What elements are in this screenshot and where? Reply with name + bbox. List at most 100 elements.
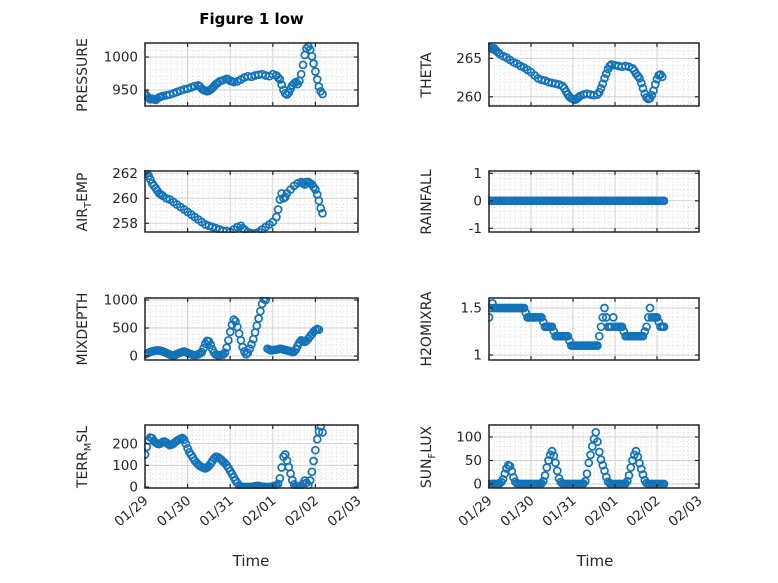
data-point: [642, 322, 651, 332]
y-tick-label: 265: [456, 51, 482, 67]
data-point: [273, 205, 283, 214]
subplot-terr_msl: 0 100 200 01/29 01/30 01/31 02/01 02/02 02/03: [111, 424, 365, 530]
x-tick-label: 02/03: [324, 493, 364, 530]
data-point: [307, 467, 317, 477]
data-point: [311, 67, 320, 76]
y-axis-label-sun_flux: SUNFLUX: [419, 425, 438, 488]
subplot-pressure: 950 1000: [104, 42, 359, 107]
data-point: [261, 297, 271, 305]
data-point: [647, 90, 657, 100]
data-point: [218, 350, 228, 359]
subplot-h2omixra: 11.5: [461, 297, 700, 364]
y-tick-label: 258: [112, 216, 138, 232]
data-point: [206, 340, 216, 350]
data-point: [596, 83, 606, 93]
x-axis-label-left: Time: [232, 552, 270, 570]
data-point: [519, 303, 529, 313]
data-point: [314, 82, 324, 92]
y-tick-label: 1000: [104, 50, 138, 66]
axes-box: [488, 42, 700, 107]
data-points: [144, 424, 327, 489]
data-points: [144, 297, 324, 360]
x-tick-label: 02/03: [665, 493, 705, 530]
data-point: [229, 77, 239, 87]
data-point: [287, 475, 297, 485]
data-point: [305, 476, 315, 485]
data-point: [601, 69, 611, 79]
data-point: [505, 461, 515, 471]
y-tick-label: 0: [473, 194, 482, 210]
axes-box: [144, 297, 359, 361]
y-tick-label: 200: [112, 436, 138, 452]
data-point: [608, 313, 618, 322]
x-tick-label: 01/29: [455, 493, 495, 530]
x-tick-label: 02/02: [623, 493, 663, 530]
data-point: [296, 69, 306, 79]
data-point: [314, 196, 324, 206]
data-point: [593, 341, 602, 350]
data-point: [314, 325, 324, 335]
axes-box: [488, 297, 700, 361]
axes-box: [488, 424, 700, 489]
data-point: [547, 446, 557, 456]
data-point: [598, 79, 608, 89]
data-point: [636, 78, 646, 88]
data-point: [636, 464, 646, 474]
data-point: [199, 343, 208, 353]
data-point: [498, 474, 508, 484]
y-tick-label: 1: [473, 166, 482, 182]
data-point: [240, 225, 249, 233]
data-point: [179, 435, 189, 445]
subplot-theta: 260 265: [456, 42, 700, 107]
major-grid: [145, 171, 358, 232]
data-point: [582, 469, 592, 479]
data-point: [312, 434, 322, 444]
data-points: [488, 298, 669, 350]
y-tick-label: -1: [469, 221, 482, 237]
data-point: [563, 331, 573, 341]
y-axis-label-terr_msl: TERRMSL: [75, 425, 94, 488]
data-point: [650, 80, 660, 89]
data-point: [591, 427, 601, 437]
data-point: [594, 331, 604, 341]
data-point: [605, 61, 615, 71]
tick-marks: [488, 425, 700, 488]
y-tick-label: 950: [112, 83, 138, 99]
data-point: [509, 473, 518, 482]
x-tick-label: 01/30: [154, 493, 194, 530]
data-point: [600, 303, 609, 313]
x-tick-label: 01/30: [497, 493, 537, 530]
data-point: [311, 185, 320, 194]
data-point: [245, 344, 255, 354]
data-point: [594, 447, 604, 457]
y-tick-label: 260: [456, 90, 482, 106]
data-point: [298, 60, 308, 70]
data-point: [584, 458, 594, 468]
x-tick-label: 02/02: [282, 493, 322, 530]
subplot-mixdepth: 0 500 1000: [104, 293, 359, 365]
data-point: [622, 476, 632, 486]
data-point: [631, 446, 641, 456]
data-point: [273, 73, 283, 82]
data-point: [537, 313, 546, 322]
axes-box: [144, 42, 359, 107]
data-point: [275, 75, 285, 84]
y-tick-label: 100: [456, 430, 482, 446]
data-point: [538, 476, 548, 486]
data-points: [488, 42, 667, 105]
y-tick-label: 50: [465, 453, 482, 469]
y-tick-label: 0: [129, 349, 138, 365]
data-point: [275, 473, 285, 483]
data-point: [247, 339, 256, 349]
data-point: [659, 322, 669, 332]
data-point: [318, 208, 327, 218]
data-point: [231, 316, 240, 326]
data-point: [601, 472, 611, 482]
y-tick-label: 0: [473, 477, 482, 493]
data-point: [220, 348, 230, 358]
axes-box: [144, 424, 359, 489]
y-tick-label: 1: [473, 348, 482, 364]
data-point: [598, 313, 608, 322]
data-point: [638, 83, 648, 93]
